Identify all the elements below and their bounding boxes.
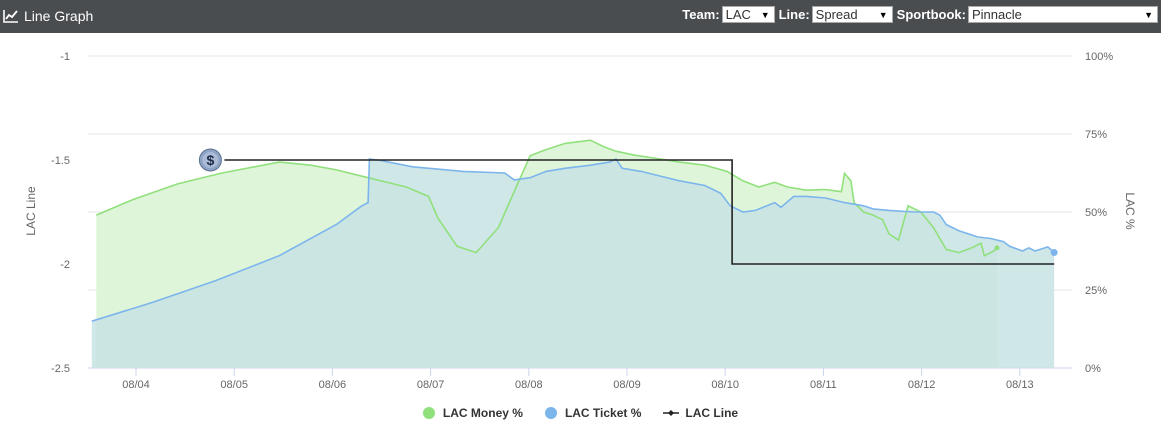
ticket-series-line: [91, 157, 1055, 322]
ticket-dot-icon: [544, 407, 557, 419]
chevron-down-icon: ▼: [760, 9, 770, 20]
x-tick-label: 08/13: [1006, 379, 1034, 391]
legend-money-label: LAC Money %: [442, 406, 523, 420]
x-tick-label: 08/06: [319, 379, 347, 391]
left-tick-label: -2: [60, 259, 70, 271]
sportsbook-select[interactable]: Pinnacle ▼: [968, 6, 1158, 23]
dollar-glyph: $: [206, 152, 214, 168]
line-type-select[interactable]: Spread ▼: [811, 6, 893, 23]
x-tick-label: 08/10: [711, 379, 739, 391]
team-select[interactable]: LAC ▼: [721, 6, 775, 23]
x-tick-label: 08/04: [122, 379, 150, 391]
sportsbook-label: Sportbook:: [896, 7, 966, 22]
line-chart: $ 100% 75% 50% 25% 0% -1 -1.5 -2 -2.5 08/04 08/05 0…: [24, 51, 1137, 391]
series-areas: [91, 140, 1055, 368]
left-tick-label: -2.5: [51, 363, 70, 375]
right-tick-label: 0%: [1085, 363, 1101, 375]
x-tick-label: 08/11: [810, 379, 837, 391]
chevron-down-icon: ▼: [1144, 9, 1153, 20]
line-type-select-value: Spread: [815, 7, 858, 22]
x-tick-label: 08/09: [613, 379, 641, 391]
legend-line[interactable]: LAC Line: [663, 406, 738, 420]
page-title: Line Graph: [24, 8, 94, 24]
ticket-end-point: [1050, 249, 1058, 257]
left-tick-label: -1: [60, 51, 70, 63]
left-tick-label: -1.5: [51, 155, 70, 167]
legend-ticket[interactable]: LAC Ticket %: [544, 406, 642, 420]
money-series-line: [95, 139, 998, 257]
title-group: Line Graph: [3, 8, 93, 24]
team-select-value: LAC: [725, 7, 751, 22]
line-label: Line:: [778, 7, 810, 22]
x-tick-label: 08/07: [417, 379, 445, 391]
line-marker-icon: [663, 410, 680, 416]
series-lines: [91, 139, 1058, 322]
lac-line-series: [224, 159, 1055, 265]
money-dot-icon: [422, 407, 435, 419]
line-change-marker: $: [198, 148, 222, 172]
sportsbook-select-value: Pinnacle: [972, 7, 1022, 22]
legend-line-label: LAC Line: [685, 406, 739, 420]
axis-ticks: 100% 75% 50% 25% 0% -1 -1.5 -2 -2.5 08/04 08/05 08/…: [51, 51, 1113, 391]
right-tick-label: 75%: [1085, 129, 1107, 141]
chevron-down-icon: ▼: [878, 9, 888, 20]
legend-ticket-label: LAC Ticket %: [564, 406, 642, 420]
team-label: Team:: [682, 7, 720, 22]
ticket-area: [91, 159, 1055, 368]
dollar-marker-inner: [202, 152, 219, 168]
filter-controls: Team: LAC ▼ Line: Spread ▼ Sportbook: Pi…: [682, 6, 1158, 23]
right-tick-label: 100%: [1085, 51, 1113, 63]
right-axis-title: LAC %: [1123, 192, 1137, 230]
line-chart-icon: [3, 10, 18, 23]
left-axis-title: LAC Line: [24, 186, 38, 236]
x-tick-label: 08/05: [220, 379, 248, 391]
right-tick-label: 50%: [1085, 207, 1107, 219]
legend: LAC Money % LAC Ticket % LAC Line: [0, 406, 1161, 420]
x-tick-label: 08/12: [908, 379, 936, 391]
money-end-point: [994, 245, 1000, 251]
legend-money[interactable]: LAC Money %: [422, 406, 523, 420]
chart-header: Line Graph Team: LAC ▼ Line: Spread ▼ Sp…: [0, 0, 1161, 33]
x-tick-label: 08/08: [515, 379, 543, 391]
right-tick-label: 25%: [1085, 285, 1107, 297]
